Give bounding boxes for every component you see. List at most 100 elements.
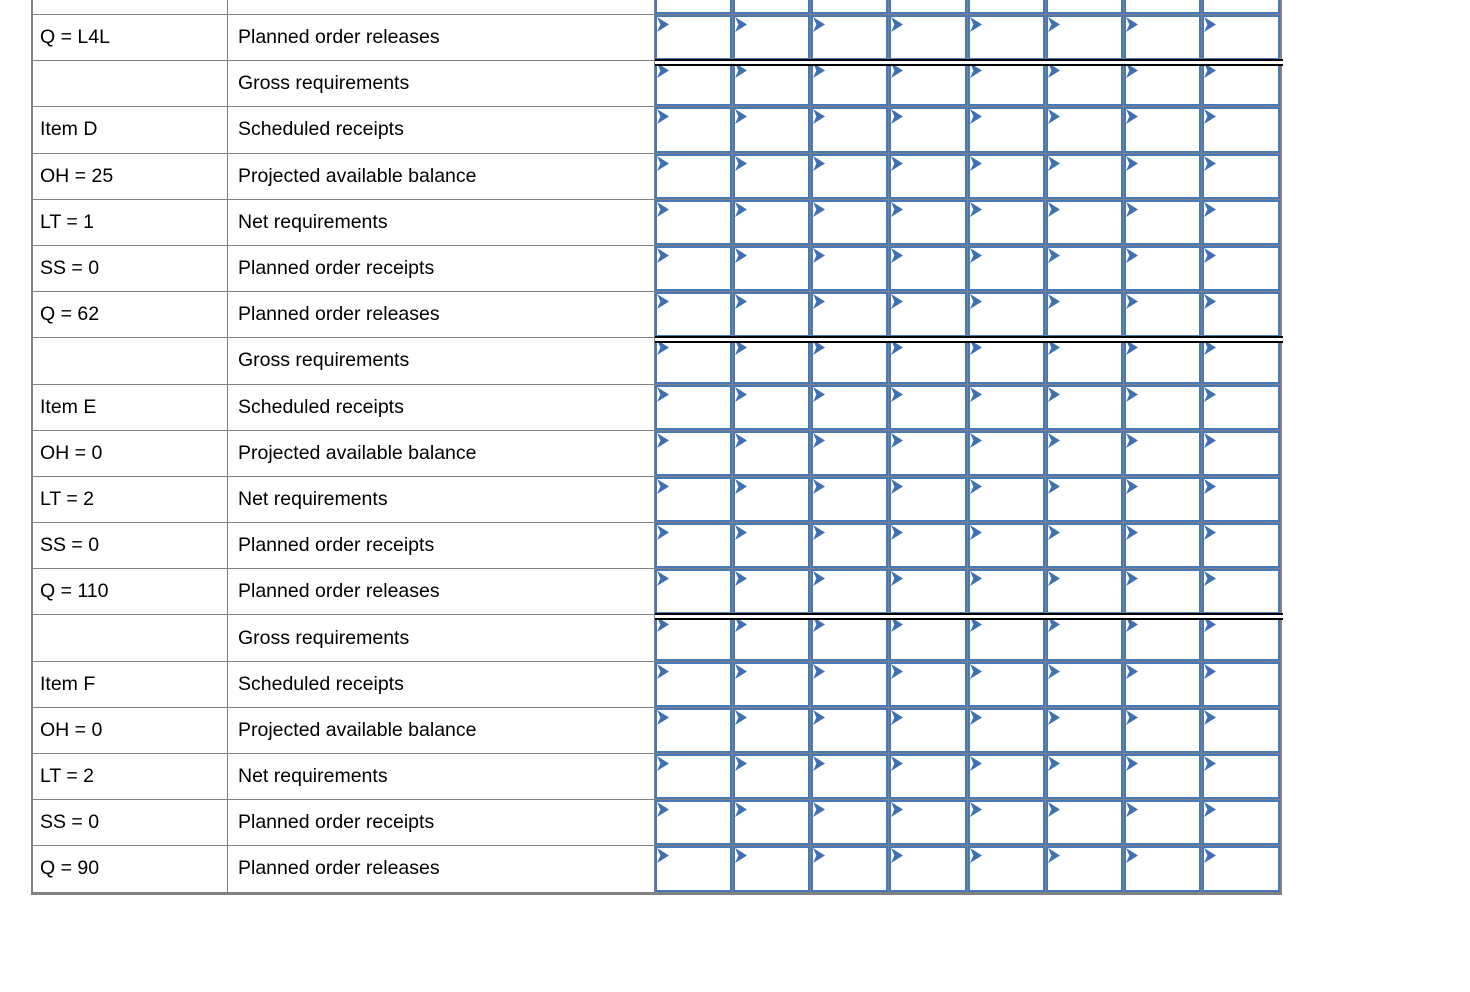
grid-input-cell[interactable] xyxy=(1201,153,1280,199)
grid-input-cell[interactable] xyxy=(811,523,889,569)
grid-input-cell[interactable] xyxy=(811,430,889,476)
grid-input-cell[interactable] xyxy=(1201,661,1280,707)
grid-input-cell[interactable] xyxy=(967,338,1045,384)
grid-input-cell[interactable] xyxy=(1123,107,1201,153)
grid-input-cell[interactable] xyxy=(655,846,733,892)
grid-input-cell[interactable] xyxy=(1201,523,1280,569)
grid-input-cell[interactable] xyxy=(811,199,889,245)
grid-input-cell[interactable] xyxy=(1201,754,1280,800)
grid-input-cell[interactable] xyxy=(811,707,889,753)
grid-input-cell[interactable] xyxy=(1045,15,1123,61)
grid-input-cell[interactable] xyxy=(1045,430,1123,476)
grid-input-cell[interactable] xyxy=(1123,199,1201,245)
grid-input-cell[interactable] xyxy=(733,15,811,61)
grid-input-cell[interactable] xyxy=(967,245,1045,292)
grid-input-cell[interactable] xyxy=(1123,430,1201,476)
grid-input-cell[interactable] xyxy=(655,569,733,615)
grid-input-cell[interactable] xyxy=(1045,569,1123,615)
grid-input-cell[interactable] xyxy=(1201,199,1280,245)
grid-input-cell[interactable] xyxy=(655,476,733,523)
grid-input-cell[interactable] xyxy=(1201,476,1280,523)
grid-input-cell[interactable] xyxy=(967,0,1045,14)
grid-input-cell[interactable] xyxy=(811,615,889,661)
grid-input-cell[interactable] xyxy=(733,615,811,661)
grid-input-cell[interactable] xyxy=(967,153,1045,199)
grid-input-cell[interactable] xyxy=(1045,0,1123,14)
grid-input-cell[interactable] xyxy=(967,107,1045,153)
grid-input-cell[interactable] xyxy=(811,569,889,615)
grid-input-cell[interactable] xyxy=(1045,523,1123,569)
grid-input-cell[interactable] xyxy=(967,569,1045,615)
grid-input-cell[interactable] xyxy=(1123,569,1201,615)
grid-input-cell[interactable] xyxy=(1201,15,1280,61)
grid-input-cell[interactable] xyxy=(1045,61,1123,107)
grid-input-cell[interactable] xyxy=(733,61,811,107)
grid-input-cell[interactable] xyxy=(967,15,1045,61)
grid-input-cell[interactable] xyxy=(655,430,733,476)
grid-input-cell[interactable] xyxy=(889,384,967,430)
grid-input-cell[interactable] xyxy=(889,153,967,199)
grid-input-cell[interactable] xyxy=(655,199,733,245)
grid-input-cell[interactable] xyxy=(655,107,733,153)
grid-input-cell[interactable] xyxy=(811,476,889,523)
grid-input-cell[interactable] xyxy=(655,153,733,199)
grid-input-cell[interactable] xyxy=(1045,661,1123,707)
grid-input-cell[interactable] xyxy=(1123,338,1201,384)
grid-input-cell[interactable] xyxy=(1201,430,1280,476)
grid-input-cell[interactable] xyxy=(1123,523,1201,569)
grid-input-cell[interactable] xyxy=(811,661,889,707)
grid-input-cell[interactable] xyxy=(811,61,889,107)
grid-input-cell[interactable] xyxy=(655,0,733,14)
grid-input-cell[interactable] xyxy=(733,800,811,846)
grid-input-cell[interactable] xyxy=(655,15,733,61)
grid-input-cell[interactable] xyxy=(1045,338,1123,384)
grid-input-cell[interactable] xyxy=(1123,476,1201,523)
grid-input-cell[interactable] xyxy=(889,846,967,892)
grid-input-cell[interactable] xyxy=(1045,800,1123,846)
grid-input-cell[interactable] xyxy=(733,569,811,615)
grid-input-cell[interactable] xyxy=(967,754,1045,800)
grid-input-cell[interactable] xyxy=(889,800,967,846)
grid-input-cell[interactable] xyxy=(811,107,889,153)
grid-input-cell[interactable] xyxy=(655,384,733,430)
grid-input-cell[interactable] xyxy=(1045,846,1123,892)
grid-input-cell[interactable] xyxy=(655,523,733,569)
grid-input-cell[interactable] xyxy=(733,0,811,14)
grid-input-cell[interactable] xyxy=(967,800,1045,846)
grid-input-cell[interactable] xyxy=(1201,707,1280,753)
grid-input-cell[interactable] xyxy=(889,661,967,707)
grid-input-cell[interactable] xyxy=(1123,0,1201,14)
grid-input-cell[interactable] xyxy=(1201,61,1280,107)
grid-input-cell[interactable] xyxy=(967,61,1045,107)
grid-input-cell[interactable] xyxy=(733,384,811,430)
grid-input-cell[interactable] xyxy=(1045,292,1123,338)
grid-input-cell[interactable] xyxy=(1201,800,1280,846)
grid-input-cell[interactable] xyxy=(733,338,811,384)
grid-input-cell[interactable] xyxy=(967,523,1045,569)
grid-input-cell[interactable] xyxy=(733,707,811,753)
grid-input-cell[interactable] xyxy=(1123,707,1201,753)
grid-input-cell[interactable] xyxy=(1045,199,1123,245)
grid-input-cell[interactable] xyxy=(733,846,811,892)
grid-input-cell[interactable] xyxy=(889,754,967,800)
grid-input-cell[interactable] xyxy=(655,61,733,107)
grid-input-cell[interactable] xyxy=(1123,615,1201,661)
grid-input-cell[interactable] xyxy=(655,292,733,338)
grid-input-cell[interactable] xyxy=(1123,661,1201,707)
grid-input-cell[interactable] xyxy=(967,292,1045,338)
grid-input-cell[interactable] xyxy=(889,0,967,14)
grid-input-cell[interactable] xyxy=(889,523,967,569)
grid-input-cell[interactable] xyxy=(889,61,967,107)
grid-input-cell[interactable] xyxy=(1123,153,1201,199)
grid-input-cell[interactable] xyxy=(1201,846,1280,892)
grid-input-cell[interactable] xyxy=(889,199,967,245)
grid-input-cell[interactable] xyxy=(1201,107,1280,153)
grid-input-cell[interactable] xyxy=(1123,292,1201,338)
grid-input-cell[interactable] xyxy=(811,846,889,892)
grid-input-cell[interactable] xyxy=(811,15,889,61)
grid-input-cell[interactable] xyxy=(811,0,889,14)
grid-input-cell[interactable] xyxy=(889,107,967,153)
grid-input-cell[interactable] xyxy=(1045,107,1123,153)
grid-input-cell[interactable] xyxy=(1045,615,1123,661)
grid-input-cell[interactable] xyxy=(1045,153,1123,199)
